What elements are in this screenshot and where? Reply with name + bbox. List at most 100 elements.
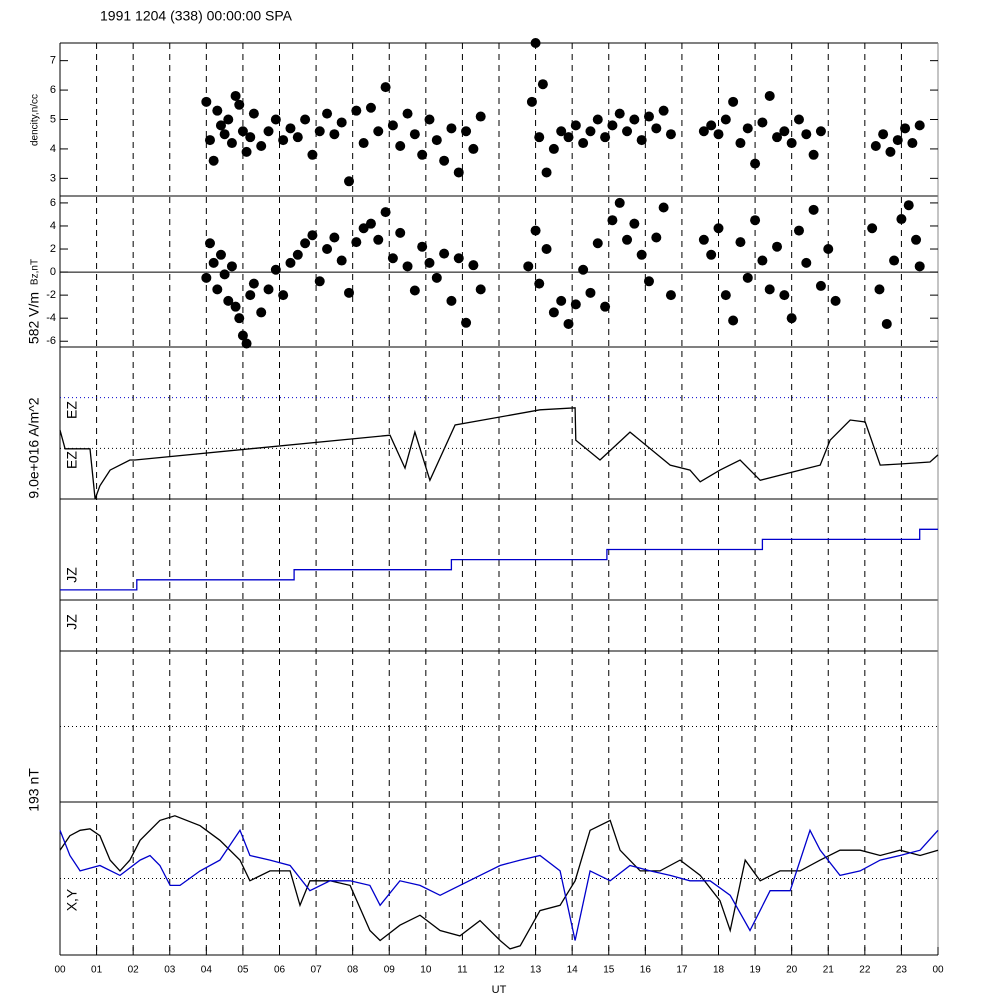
data-point	[234, 99, 245, 110]
x-tick-label: 19	[750, 965, 762, 976]
panel-label: EZ	[64, 401, 80, 419]
data-point	[570, 120, 581, 131]
data-point	[365, 218, 376, 229]
data-point	[698, 126, 709, 137]
data-point	[801, 129, 812, 140]
data-point	[475, 111, 486, 122]
data-line	[59, 407, 939, 500]
data-point	[742, 123, 753, 134]
data-point	[402, 261, 413, 272]
data-point	[592, 114, 603, 125]
data-point	[578, 138, 589, 149]
data-point	[600, 132, 611, 143]
data-point	[344, 287, 355, 298]
data-point	[607, 120, 618, 131]
data-point	[212, 284, 223, 295]
x-tick-label: 14	[567, 965, 579, 976]
data-point	[226, 261, 237, 272]
data-point	[530, 225, 541, 236]
data-line	[59, 828, 939, 941]
data-point	[201, 96, 212, 107]
data-point	[230, 90, 241, 101]
data-point	[453, 167, 464, 178]
data-point	[424, 114, 435, 125]
data-point	[530, 38, 541, 48]
data-point	[453, 253, 464, 264]
x-tick-label: 18	[713, 965, 725, 976]
data-point	[636, 249, 647, 260]
y-tick-label: 3	[50, 172, 56, 184]
data-point	[446, 123, 457, 134]
data-point	[735, 237, 746, 248]
data-point	[307, 149, 318, 160]
x-tick-label: 04	[201, 965, 213, 976]
data-point	[793, 225, 804, 236]
data-point	[256, 307, 267, 318]
data-point	[757, 117, 768, 128]
data-point	[439, 248, 450, 259]
data-point	[292, 132, 303, 143]
data-point	[387, 253, 398, 264]
data-point	[881, 318, 892, 329]
data-point	[911, 234, 922, 245]
data-point	[201, 272, 212, 283]
data-point	[578, 264, 589, 275]
y-tick-label: 5	[50, 113, 56, 125]
data-point	[300, 238, 311, 249]
data-point	[237, 126, 248, 137]
data-point	[537, 79, 548, 90]
data-point	[651, 123, 662, 134]
data-point	[772, 132, 783, 143]
data-point	[585, 126, 596, 137]
x-tick-label: 11	[457, 965, 468, 976]
panel-label: JZ	[64, 614, 80, 630]
data-point	[365, 102, 376, 113]
panel-label: X,Y	[64, 888, 80, 911]
data-point	[373, 126, 384, 137]
chart-title: 1991 1204 (338) 00:00:00 SPA	[100, 8, 293, 24]
y-tick-label: -2	[46, 289, 56, 301]
data-point	[314, 276, 325, 287]
x-tick-label: 05	[237, 965, 249, 976]
data-point	[336, 117, 347, 128]
data-point	[808, 149, 819, 160]
y-tick-label: 6	[50, 197, 56, 209]
y-tick-label: -4	[46, 312, 56, 324]
data-point	[402, 108, 413, 119]
data-point	[468, 260, 479, 271]
x-tick-label: 12	[493, 965, 505, 976]
data-point	[757, 255, 768, 266]
x-tick-label: 15	[603, 965, 615, 976]
data-point	[446, 295, 457, 306]
x-tick-label: 21	[823, 965, 835, 976]
x-tick-label: 00	[54, 965, 66, 976]
data-point	[395, 140, 406, 151]
data-point	[793, 114, 804, 125]
data-point	[830, 295, 841, 306]
data-point	[322, 244, 333, 255]
data-point	[534, 278, 545, 289]
x-tick-label: 03	[164, 965, 176, 976]
data-point	[735, 138, 746, 149]
data-point	[204, 135, 215, 146]
y-axis-label: dencity,n/cc	[30, 94, 41, 146]
data-point	[698, 234, 709, 245]
data-point	[212, 105, 223, 116]
data-point	[226, 138, 237, 149]
data-point	[223, 114, 234, 125]
data-point	[230, 301, 241, 312]
data-line	[59, 815, 939, 950]
data-point	[204, 238, 215, 249]
data-point	[764, 284, 775, 295]
data-point	[417, 241, 428, 252]
data-point	[713, 129, 724, 140]
data-point	[322, 108, 333, 119]
data-point	[720, 114, 731, 125]
x-tick-label: 07	[311, 965, 323, 976]
data-point	[643, 111, 654, 122]
x-tick-label: 23	[896, 965, 908, 976]
data-point	[889, 255, 900, 266]
data-point	[629, 114, 640, 125]
data-point	[373, 234, 384, 245]
